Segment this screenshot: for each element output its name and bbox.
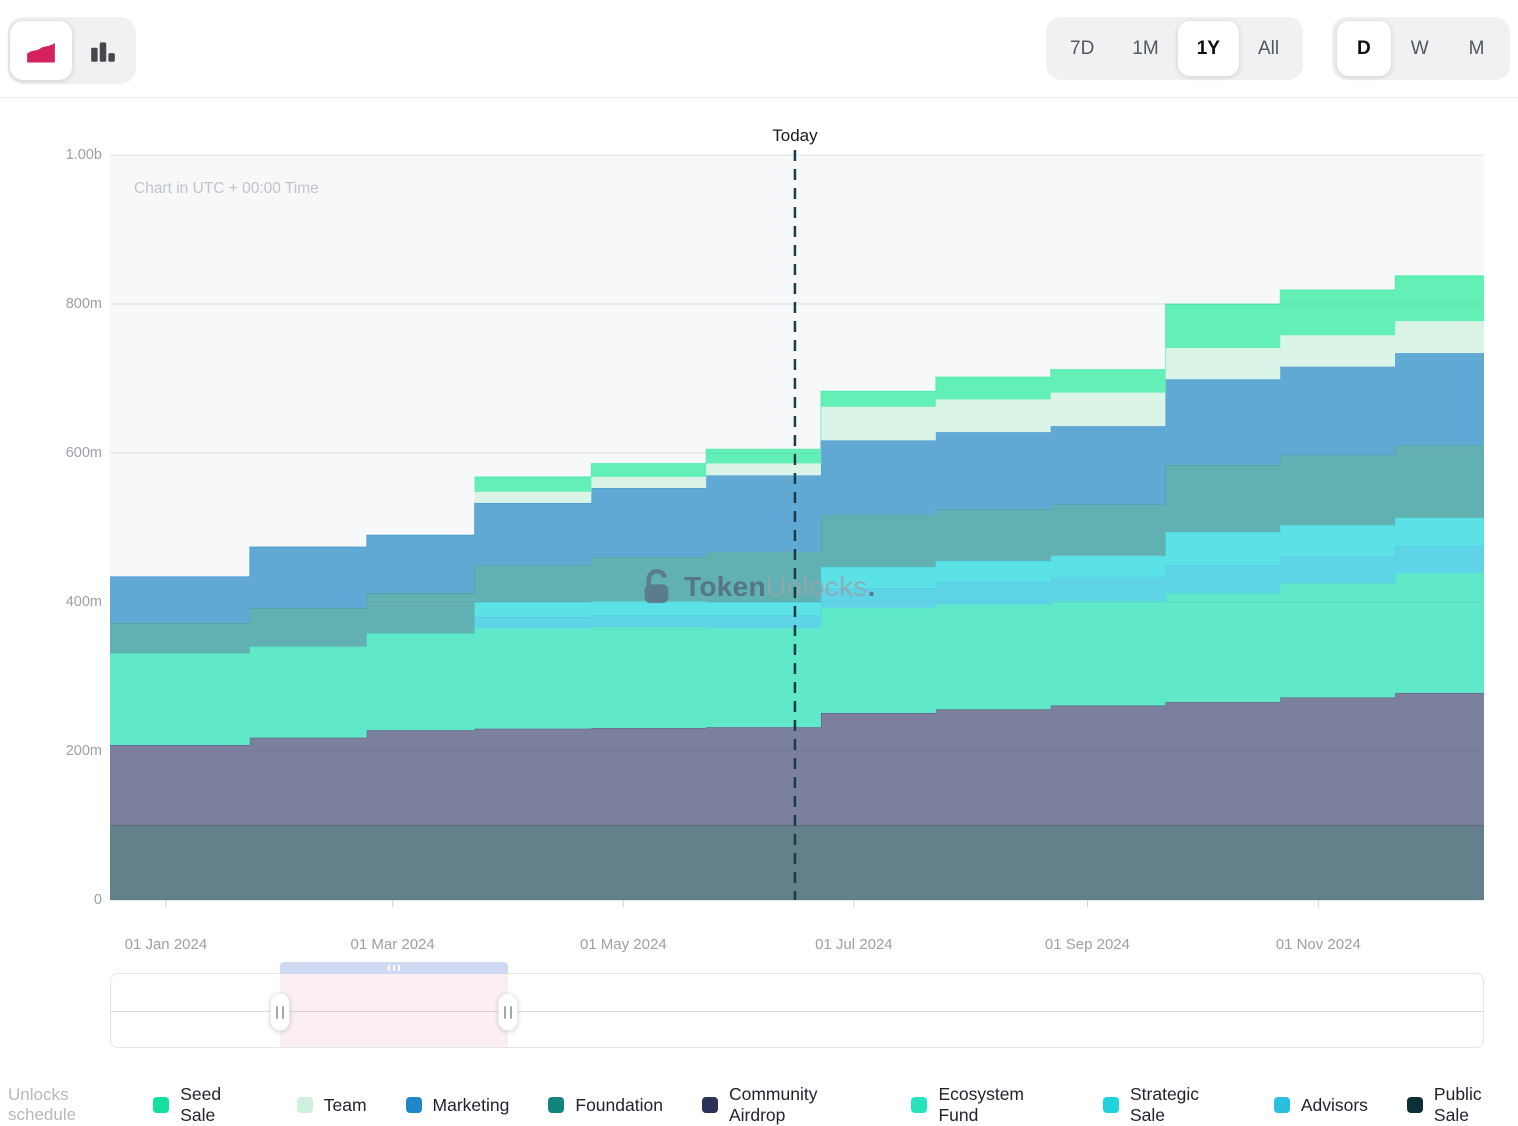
legend-label: Community Airdrop xyxy=(728,1084,818,1125)
legend-item-public-sale[interactable]: Public Sale xyxy=(1406,1084,1518,1126)
legend-label: Marketing xyxy=(432,1094,510,1115)
legend-item-marketing[interactable]: Marketing xyxy=(405,1094,510,1116)
x-axis-tick-label: 01 Jul 2024 xyxy=(815,936,893,953)
brush-selection[interactable] xyxy=(280,974,508,1047)
granularity-day-button[interactable]: D xyxy=(1337,21,1391,76)
brush-handle-right[interactable] xyxy=(498,993,518,1031)
chart-type-toggle xyxy=(8,17,136,84)
legend-item-seed-sale[interactable]: Seed Sale xyxy=(153,1084,258,1126)
band-team xyxy=(110,321,1484,577)
legend-label: Strategic Sale xyxy=(1129,1084,1200,1125)
y-axis-tick-label: 1.00b xyxy=(65,147,102,163)
legend-swatch xyxy=(701,1097,718,1113)
range-1m-button[interactable]: 1M xyxy=(1113,21,1177,76)
range-selector: 7D 1M 1Y All xyxy=(1046,17,1304,80)
range-1y-button[interactable]: 1Y xyxy=(1177,21,1239,76)
range-all-button[interactable]: All xyxy=(1239,21,1298,76)
y-axis-tick-label: 400m xyxy=(65,594,102,610)
today-label: Today xyxy=(772,126,818,145)
utc-note: Chart in UTC + 00:00 Time xyxy=(134,180,319,197)
band-community-airdrop xyxy=(110,692,1484,826)
band-ecosystem-fund xyxy=(110,572,1484,746)
brush-selection-drag-bar[interactable] xyxy=(280,962,508,974)
legend-swatch xyxy=(1406,1097,1423,1113)
legend-label: Foundation xyxy=(575,1094,663,1115)
area-chart-icon xyxy=(26,39,56,63)
watermark: TokenUnlocks. xyxy=(636,566,876,608)
y-axis-tick-label: 800m xyxy=(65,296,102,312)
legend-swatch xyxy=(296,1097,313,1113)
brush-midline xyxy=(111,1011,1483,1012)
watermark-text: TokenUnlocks. xyxy=(684,571,876,602)
legend-label: Advisors xyxy=(1300,1094,1368,1115)
x-axis-tick-label: 01 Jan 2024 xyxy=(124,936,208,953)
legend-swatch xyxy=(1102,1097,1119,1113)
area-chart-toggle-button[interactable] xyxy=(10,21,72,80)
legend-label: Team xyxy=(323,1094,367,1115)
x-axis-tick-label: 01 Mar 2024 xyxy=(350,936,435,953)
legend-item-community-airdrop[interactable]: Community Airdrop xyxy=(701,1084,872,1126)
bar-chart-toggle-button[interactable] xyxy=(72,21,134,80)
legend-label: Public Sale xyxy=(1433,1084,1482,1125)
legend-label: Seed Sale xyxy=(180,1084,222,1125)
legend-items: Seed Sale Team Marketing Foundation Communit… xyxy=(153,1084,1518,1126)
legend-swatch xyxy=(548,1097,565,1113)
band-foundation xyxy=(110,444,1484,654)
x-axis-tick-label: 01 May 2024 xyxy=(579,936,667,953)
y-axis-tick-label: 200m xyxy=(65,743,102,759)
y-axis-tick-label: 600m xyxy=(65,445,102,461)
legend: Unlocks schedule Seed Sale Team Marketing F… xyxy=(8,1084,1518,1126)
toolbar-divider xyxy=(0,97,1518,98)
legend-swatch xyxy=(153,1097,170,1113)
legend-swatch xyxy=(911,1097,928,1113)
legend-item-advisors[interactable]: Advisors xyxy=(1273,1094,1368,1116)
y-axis-tick-label: 0 xyxy=(93,892,102,908)
bar-chart-icon xyxy=(91,41,115,62)
legend-item-strategic-sale[interactable]: Strategic Sale xyxy=(1102,1084,1235,1126)
legend-item-ecosystem-fund[interactable]: Ecosystem Fund xyxy=(911,1084,1064,1126)
legend-item-team[interactable]: Team xyxy=(296,1094,367,1116)
legend-swatch xyxy=(1273,1097,1290,1113)
legend-swatch xyxy=(405,1097,422,1113)
band-strategic-sale xyxy=(110,517,1484,654)
x-axis-tick-label: 01 Sep 2024 xyxy=(1044,936,1130,953)
granularity-month-button[interactable]: M xyxy=(1449,21,1505,76)
lock-icon xyxy=(644,569,669,604)
band-marketing xyxy=(110,353,1484,623)
brush-handle-left[interactable] xyxy=(270,993,290,1031)
x-axis-tick-label: 01 Nov 2024 xyxy=(1275,936,1361,953)
granularity-week-button[interactable]: W xyxy=(1391,21,1449,76)
band-seed-sale xyxy=(110,275,1484,577)
legend-title: Unlocks schedule xyxy=(8,1085,77,1124)
legend-label: Ecosystem Fund xyxy=(938,1084,1025,1125)
band-advisors xyxy=(110,546,1484,654)
brush-track[interactable] xyxy=(110,973,1484,1048)
granularity-selector: D W M xyxy=(1332,17,1510,80)
legend-item-foundation[interactable]: Foundation xyxy=(548,1095,663,1116)
range-7d-button[interactable]: 7D xyxy=(1051,21,1113,76)
band-public-sale xyxy=(110,825,1484,900)
